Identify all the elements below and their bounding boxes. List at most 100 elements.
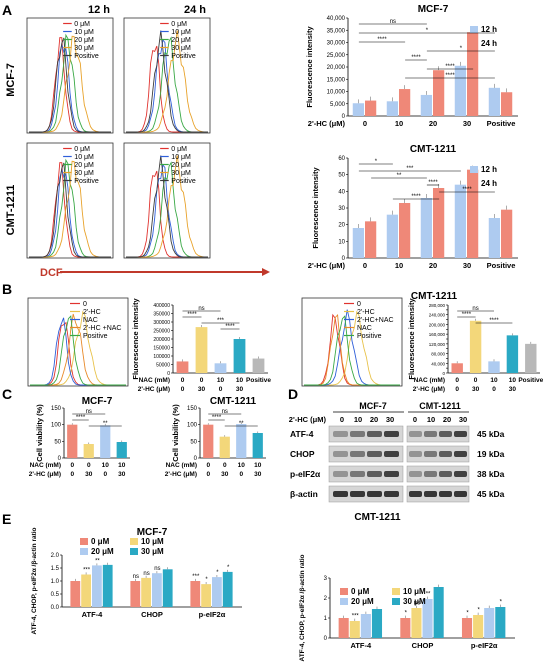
y-axis-label: ATF-4, CHOP, p-eIF2α /β-actin ratio [31, 527, 38, 634]
significance-label: ** [397, 173, 402, 179]
blot-dose-label: 2'-HC (μM) [289, 415, 327, 424]
blot-kda-label: 38 kDa [477, 469, 505, 479]
x-tick-label: 20 [429, 261, 437, 270]
y-tick-label: 50 [338, 173, 345, 179]
legend-swatch [470, 180, 478, 187]
y-tick-label: 300000 [153, 320, 170, 326]
x-tick-label: 0 [363, 119, 367, 128]
x-tick-label: 30 [198, 386, 206, 393]
significance-label: ns [472, 306, 478, 312]
legend-swatch [340, 598, 348, 605]
bar [130, 581, 141, 607]
bar [236, 424, 247, 458]
blot-membrane [328, 485, 404, 503]
bar [116, 442, 127, 458]
flow-legend-item: 10 μM [171, 154, 191, 161]
bar [469, 320, 482, 373]
bar [371, 609, 383, 638]
x-row-label: NAC (mM) [166, 462, 197, 469]
blot-band [350, 491, 365, 497]
y-tick-label: 20 [338, 223, 345, 229]
blot-band [384, 451, 399, 457]
bar [399, 203, 411, 258]
x-tick-label: 0 [70, 462, 74, 469]
y-axis-label: Fluorescence intensity [305, 26, 314, 108]
significance-label: *** [406, 166, 414, 172]
x-tick-label: 0 [206, 462, 210, 469]
significance-label: ns [198, 306, 204, 312]
significance-label: ** [103, 421, 108, 427]
flow-legend-item: 20 μM [171, 162, 191, 169]
x-tick-label: 0 [200, 377, 204, 384]
blot-group-mcf7: MCF-7 [359, 401, 387, 411]
y-tick-label: 30 [338, 206, 345, 212]
bar [422, 599, 433, 638]
flow-histogram-curve [304, 315, 400, 386]
bar [100, 425, 111, 458]
time-header-12h: 12 h [88, 4, 110, 16]
blot-protein-label: β-actin [290, 489, 318, 499]
significance-label: ns [154, 566, 160, 572]
bar [214, 363, 227, 373]
significance-label: *** [192, 574, 200, 580]
x-row-label: NAC (mM) [139, 377, 170, 384]
y-tick-label: 20,000 [327, 65, 346, 71]
flow-legend-item: 10 μM [171, 29, 191, 36]
flow-histogram-curve [29, 162, 111, 258]
chart-b-mcf7: 0500001000001500002000002500003000003500… [131, 298, 271, 393]
blot-band [409, 491, 422, 497]
x-tick-label: 30 [463, 119, 471, 128]
bar [365, 221, 377, 258]
blot-protein-label: p-eIF2α [290, 469, 321, 479]
significance-label: **** [411, 194, 421, 200]
y-tick-label: 100000 [153, 354, 170, 360]
significance-label: **** [187, 312, 197, 318]
bar [252, 358, 265, 373]
x-tick-label: 10 [395, 119, 403, 128]
x-tick-label: Positive [246, 377, 271, 384]
panel-label-a: A [2, 2, 12, 18]
blot-kda-label: 19 kDa [477, 449, 505, 459]
y-tick-label: 0 [167, 371, 170, 377]
legend-swatch [130, 538, 138, 545]
legend-label: 24 h [481, 179, 497, 188]
bar [92, 565, 102, 607]
x-tick-label: 0 [474, 377, 478, 384]
legend-label: 20 μM [91, 547, 114, 556]
y-tick-label: 100 [51, 423, 62, 429]
blot-band [454, 491, 467, 497]
panel-label-d: D [288, 386, 298, 402]
flow-legend-item: 30 μM [171, 45, 191, 52]
y-tick-label: 250000 [153, 329, 170, 335]
x-tick-label: 0 [103, 471, 107, 478]
legend-swatch [392, 598, 400, 605]
y-tick-label: 1 [324, 616, 328, 622]
bar [102, 564, 113, 607]
x-tick-label: 10 [509, 377, 517, 384]
flow-legend-item: 30 μM [74, 45, 94, 52]
significance-label: ns [390, 19, 396, 25]
blot-lane-label: 10 [427, 415, 435, 424]
x-tick-label: 10 [236, 377, 244, 384]
flow-legend-item: Positive [74, 178, 99, 185]
y-tick-label: 0 [342, 256, 346, 262]
flow-histogram-curve [126, 30, 208, 133]
y-tick-label: 80,000 [431, 352, 445, 357]
significance-label: ** [239, 421, 244, 427]
legend-label: 24 h [481, 39, 497, 48]
bar [190, 581, 201, 607]
bar [203, 424, 214, 458]
blot-band [350, 451, 365, 457]
blot-band [424, 451, 437, 457]
x-tick-label: ATF-4 [82, 610, 104, 619]
blot-band [439, 471, 452, 477]
blot-band [454, 451, 467, 457]
y-tick-label: 120,000 [429, 342, 446, 347]
legend-label: 10 μM [141, 537, 164, 546]
y-tick-label: 50000 [156, 363, 170, 369]
x-tick-label: 0 [455, 386, 459, 393]
legend-label: 10 μM [403, 587, 426, 596]
